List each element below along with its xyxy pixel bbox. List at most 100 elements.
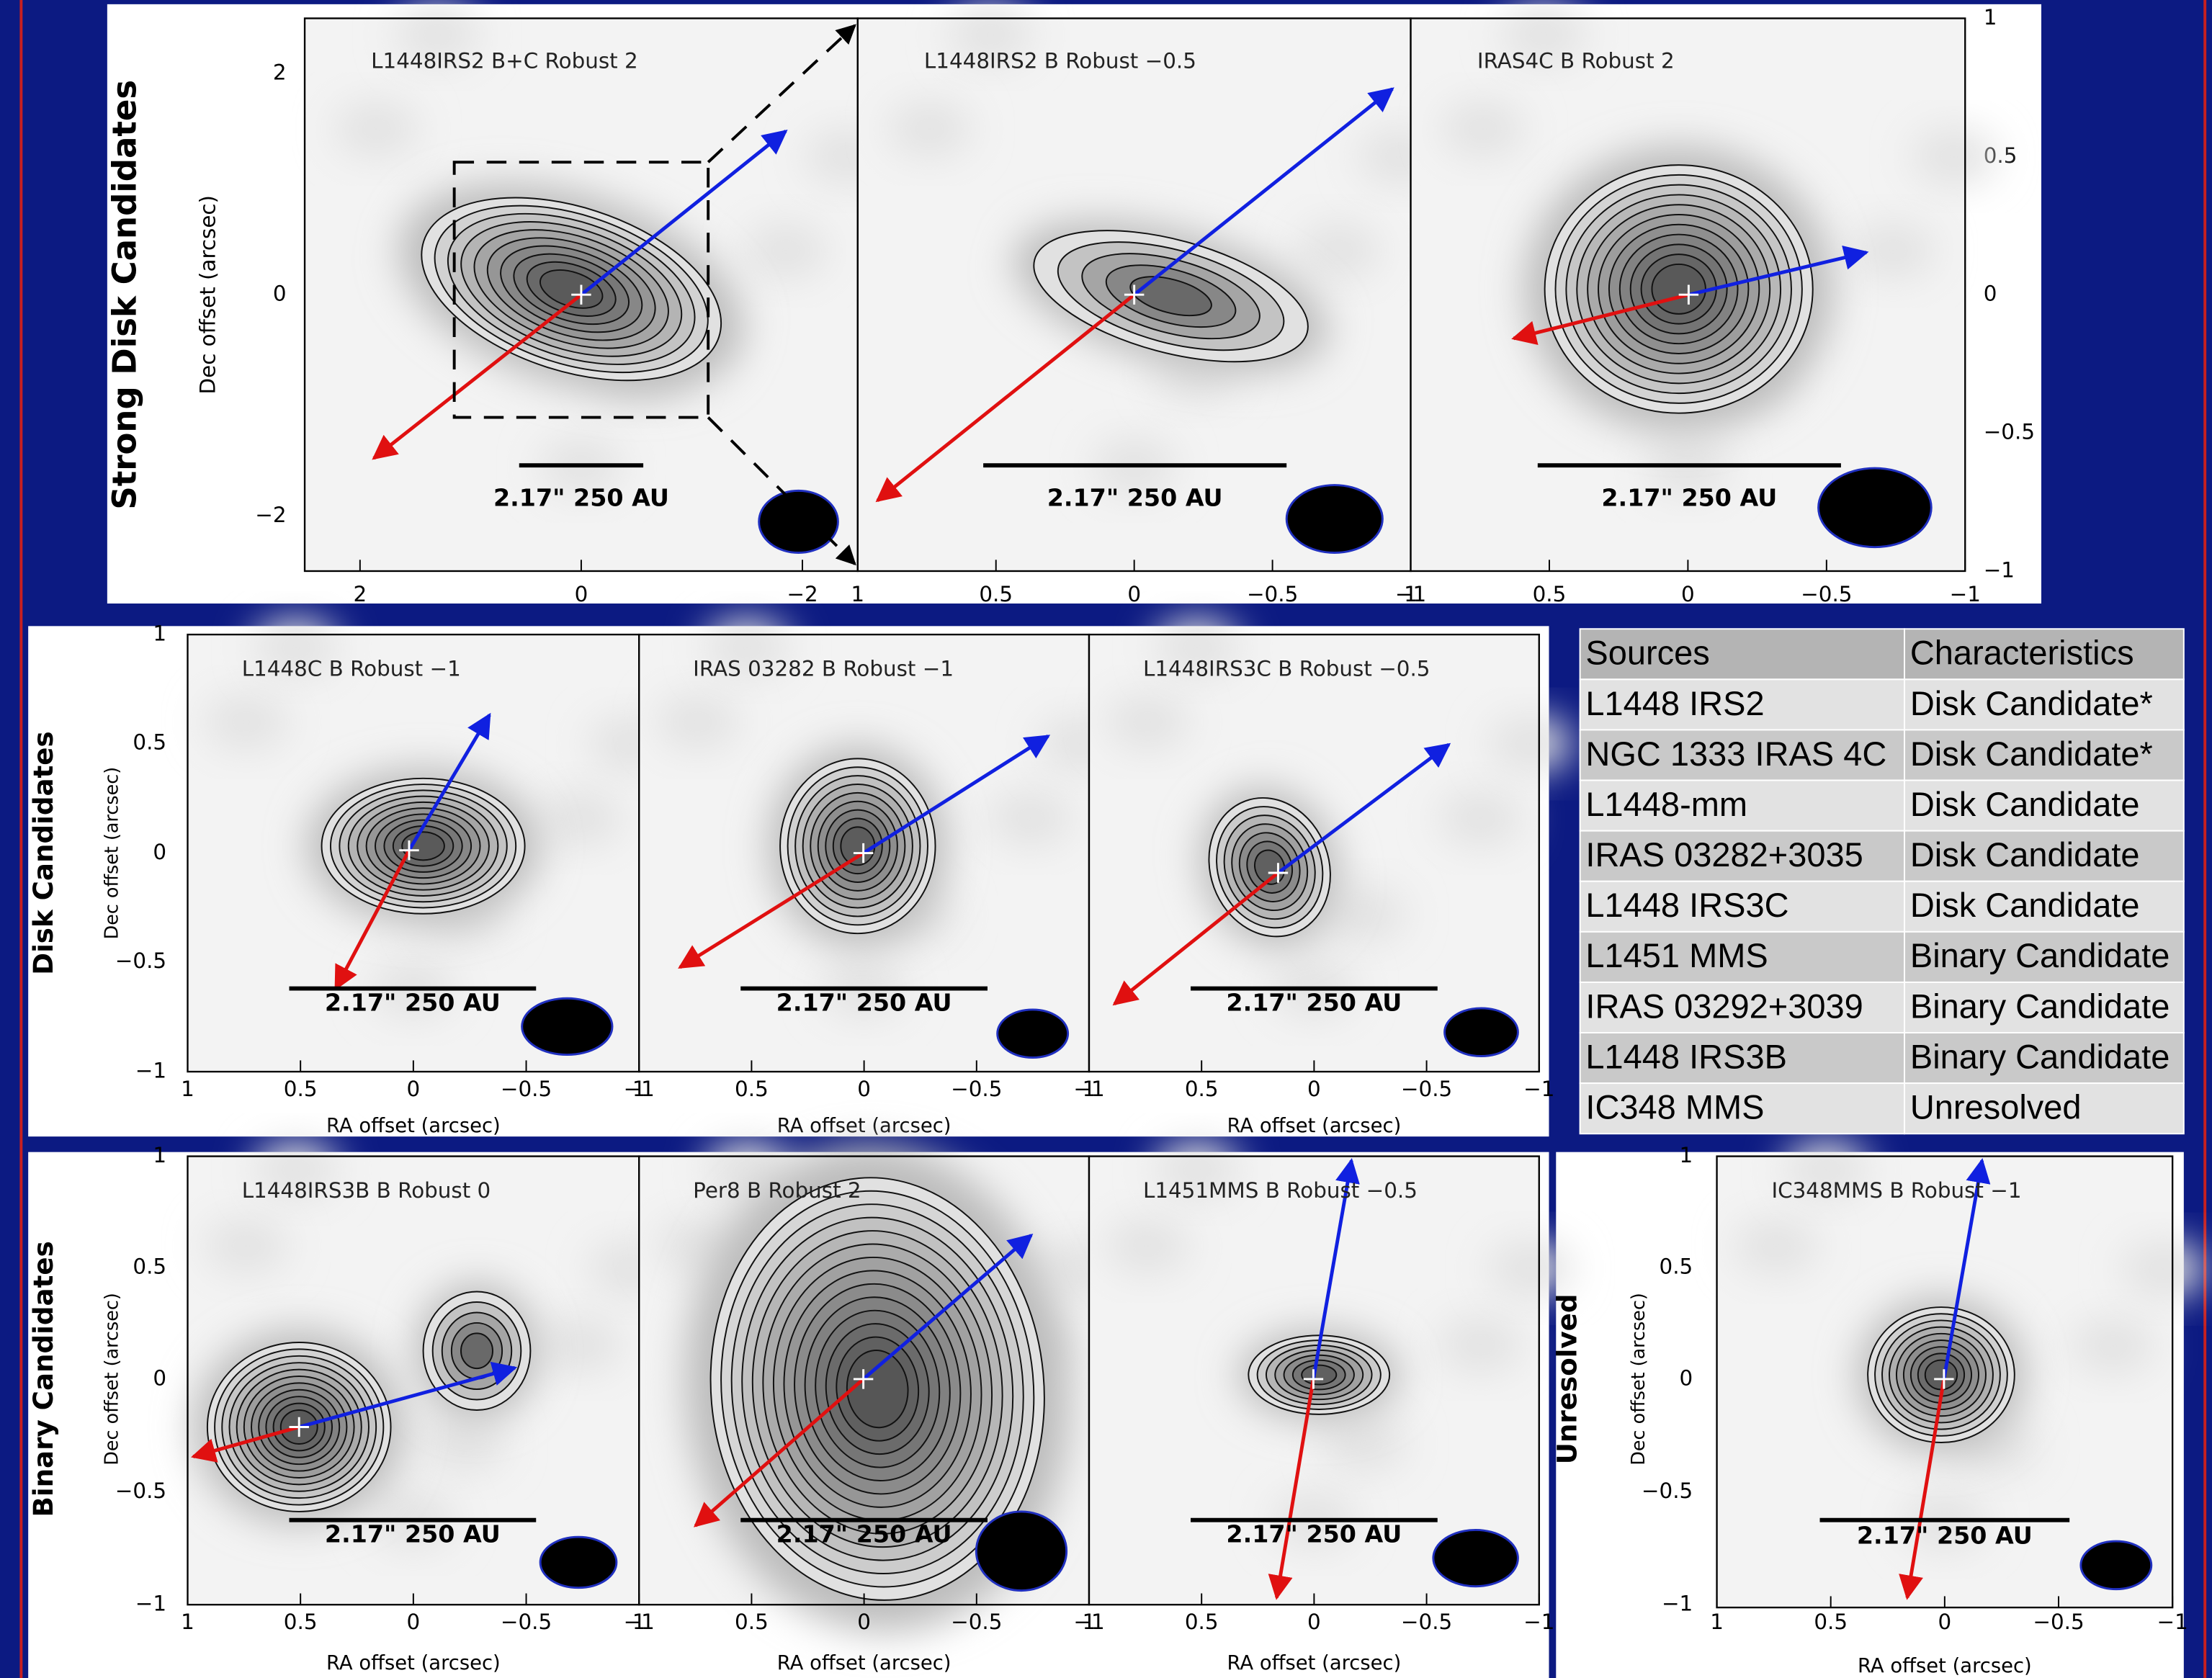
- x-tick-label: 0: [857, 1077, 871, 1101]
- panel-title: L1448C B Robust −1: [242, 657, 461, 681]
- table-text: Binary Candidate: [1910, 936, 2170, 974]
- panel-title: L1448IRS2 B Robust −0.5: [924, 49, 1196, 73]
- noise: [1912, 128, 1997, 184]
- map-panel: L1448IRS2 B Robust −0.52.17" 250 AU10.50…: [851, 6, 1441, 606]
- table-text: IRAS 03282+3035: [1585, 835, 1863, 874]
- x-tick-label: −0.5: [1401, 1610, 1452, 1634]
- x-tick-label: 1: [851, 582, 864, 606]
- table-text: L1448 IRS2: [1585, 684, 1764, 722]
- x-tick-label: 0.5: [1814, 1610, 1848, 1634]
- noise: [204, 694, 289, 750]
- x-axis-label: RA offset (arcsec): [777, 1115, 951, 1137]
- row-label: Unresolved: [1551, 1294, 1582, 1465]
- x-tick-label: 0: [857, 1610, 871, 1634]
- x-tick-label: 0.5: [284, 1610, 318, 1634]
- beam: [540, 1537, 617, 1587]
- x-axis-label: RA offset (arcsec): [326, 1652, 501, 1674]
- y-tick-label: 1: [1984, 5, 1997, 30]
- scale-bar-label: 2.17" 250 AU: [325, 989, 501, 1017]
- y-tick-label: −1: [135, 1059, 166, 1083]
- panel-title: IC348MMS B Robust −1: [1771, 1178, 2021, 1203]
- beam: [1433, 1530, 1518, 1586]
- x-tick-label: 1: [181, 1077, 194, 1101]
- map-panel: L1448IRS3C B Robust −0.52.17" 250 AU10.5…: [1083, 619, 1572, 1137]
- table-text: IC348 MMS: [1585, 1088, 1764, 1126]
- y-tick-label: 1: [153, 1143, 166, 1167]
- y-tick-label: −0.5: [1642, 1479, 1693, 1503]
- y-tick-label: 0: [1984, 282, 1997, 306]
- y-tick-label: −0.5: [1984, 420, 2035, 444]
- map-panel: L1451MMS B Robust −0.52.17" 250 AU10.50−…: [1083, 1141, 1572, 1674]
- table-text: NGC 1333 IRAS 4C: [1585, 735, 1886, 773]
- x-tick-label: −1: [1523, 1077, 1554, 1101]
- x-tick-label: 1: [1404, 582, 1418, 606]
- x-tick-label: −1: [2157, 1610, 2188, 1634]
- x-tick-label: −0.5: [951, 1610, 1002, 1634]
- noise: [1488, 716, 1573, 772]
- x-tick-label: 0: [1938, 1610, 1952, 1634]
- x-tick-label: −0.5: [1801, 582, 1852, 606]
- x-axis-label: RA offset (arcsec): [1858, 1655, 2032, 1677]
- x-tick-label: 0: [575, 582, 588, 606]
- noise: [1321, 1415, 1406, 1471]
- x-tick-label: 0.5: [1533, 582, 1567, 606]
- y-axis-label: Dec offset (arcsec): [195, 195, 220, 394]
- y-tick-label: 1: [153, 622, 166, 646]
- y-tick-label: 0: [153, 1365, 166, 1390]
- noise: [1438, 790, 1523, 846]
- x-tick-label: 1: [1083, 1610, 1096, 1634]
- noise: [655, 694, 740, 750]
- figure: Strong Disk CandidatesDec offset (arcsec…: [0, 0, 2212, 1678]
- row-label: Disk Candidates: [27, 731, 59, 974]
- table-text: Disk Candidate: [1910, 886, 2140, 924]
- row-label: Binary Candidates: [27, 1241, 59, 1517]
- scale-bar-label: 2.17" 250 AU: [1226, 1520, 1402, 1548]
- scale-bar-label: 2.17" 250 AU: [1226, 989, 1402, 1017]
- noise: [538, 790, 623, 846]
- table-text: Disk Candidate*: [1910, 735, 2153, 773]
- table-text: L1448-mm: [1585, 785, 1747, 823]
- y-tick-label: −0.5: [115, 948, 166, 973]
- x-tick-label: 0.5: [735, 1610, 769, 1634]
- panel-title: Per8 B Robust 2: [693, 1178, 861, 1203]
- contour: [1302, 1365, 1336, 1385]
- table-text: Disk Candidate: [1910, 835, 2140, 874]
- y-tick-label: 0: [273, 282, 287, 306]
- scale-bar-label: 2.17" 250 AU: [1857, 1522, 2033, 1550]
- panel-title: L1448IRS3B B Robust 0: [242, 1178, 491, 1203]
- table-text: Unresolved: [1910, 1088, 2082, 1126]
- y-tick-label: 0.5: [1660, 1255, 1693, 1279]
- x-tick-label: 0: [1307, 1077, 1321, 1101]
- y-tick-label: −1: [135, 1592, 166, 1616]
- beam: [998, 1010, 1068, 1058]
- y-tick-label: 0.5: [133, 730, 166, 754]
- noise: [334, 101, 419, 157]
- x-tick-label: −0.5: [501, 1610, 552, 1634]
- y-tick-label: −1: [1662, 1592, 1693, 1616]
- panel-title: IRAS4C B Robust 2: [1477, 49, 1675, 73]
- x-tick-label: −0.5: [1401, 1077, 1452, 1101]
- map-panel: IRAS4C B Robust 22.17" 250 AU10.50−0.5−1: [1404, 6, 1996, 606]
- noise: [2071, 1318, 2156, 1374]
- panel-title: L1448IRS3C B Robust −0.5: [1143, 657, 1430, 681]
- y-axis-label: Dec offset (arcsec): [102, 1293, 123, 1466]
- x-tick-label: −0.5: [2033, 1610, 2084, 1634]
- noise: [1850, 223, 1935, 279]
- x-axis-label: RA offset (arcsec): [1227, 1115, 1401, 1137]
- beam: [976, 1512, 1066, 1591]
- table-text: L1448 IRS3C: [1585, 886, 1788, 924]
- noise: [1438, 1316, 1523, 1373]
- noise: [743, 223, 828, 279]
- beam: [522, 998, 612, 1054]
- table-text: L1448 IRS3B: [1585, 1037, 1787, 1075]
- y-tick-label: 2: [273, 60, 287, 84]
- x-tick-label: 0: [1307, 1610, 1321, 1634]
- x-tick-label: −0.5: [501, 1077, 552, 1101]
- x-tick-label: 0.5: [284, 1077, 318, 1101]
- noise: [2121, 1241, 2206, 1297]
- scale-bar-label: 2.17" 250 AU: [1601, 484, 1777, 512]
